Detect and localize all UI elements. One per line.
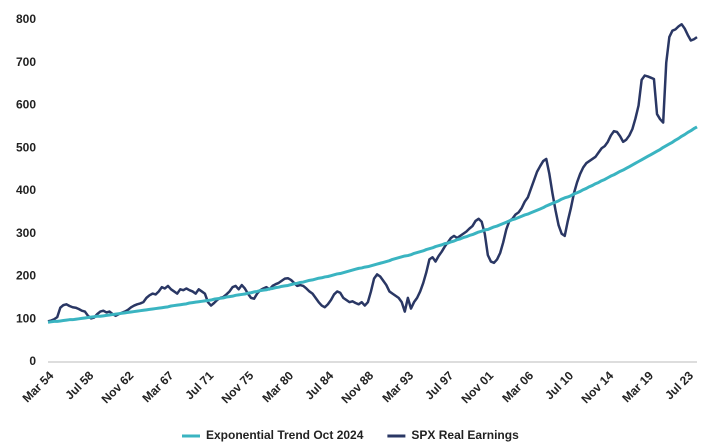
x-tick-label: Nov 14 <box>578 368 616 406</box>
x-tick-label: Jul 23 <box>662 368 696 402</box>
y-tick-label: 100 <box>16 311 36 325</box>
x-tick-label: Mar 06 <box>499 368 536 405</box>
legend-label: SPX Real Earnings <box>411 428 519 442</box>
series-line <box>47 23 698 323</box>
y-tick-label: 0 <box>29 354 36 368</box>
x-tick-label: Nov 01 <box>458 368 496 406</box>
x-tick-label: Mar 93 <box>379 368 416 405</box>
x-tick-label: Jul 10 <box>542 368 576 402</box>
legend-item: SPX Real Earnings <box>387 428 519 442</box>
x-tick-label: Mar 80 <box>259 368 296 405</box>
x-tick-label: Mar 54 <box>20 368 57 405</box>
x-tick-label: Nov 62 <box>99 368 137 406</box>
x-tick-label: Jul 84 <box>302 368 336 402</box>
legend-item: Exponential Trend Oct 2024 <box>182 428 364 442</box>
y-tick-label: 500 <box>16 140 36 154</box>
x-tick-label: Mar 67 <box>140 368 177 405</box>
y-tick-label: 600 <box>16 98 36 112</box>
y-tick-label: 200 <box>16 269 36 283</box>
y-tick-label: 700 <box>16 55 36 69</box>
x-tick-label: Nov 75 <box>219 368 257 406</box>
series-line <box>47 125 698 324</box>
x-tick-label: Jul 97 <box>422 368 456 402</box>
y-tick-label: 300 <box>16 226 36 240</box>
x-tick-label: Jul 71 <box>182 368 216 402</box>
legend-label: Exponential Trend Oct 2024 <box>206 428 364 442</box>
x-tick-label: Jul 58 <box>62 368 96 402</box>
y-tick-label: 400 <box>16 183 36 197</box>
y-tick-label: 800 <box>16 12 36 26</box>
x-tick-label: Nov 88 <box>339 368 377 406</box>
x-tick-label: Mar 19 <box>619 368 656 405</box>
